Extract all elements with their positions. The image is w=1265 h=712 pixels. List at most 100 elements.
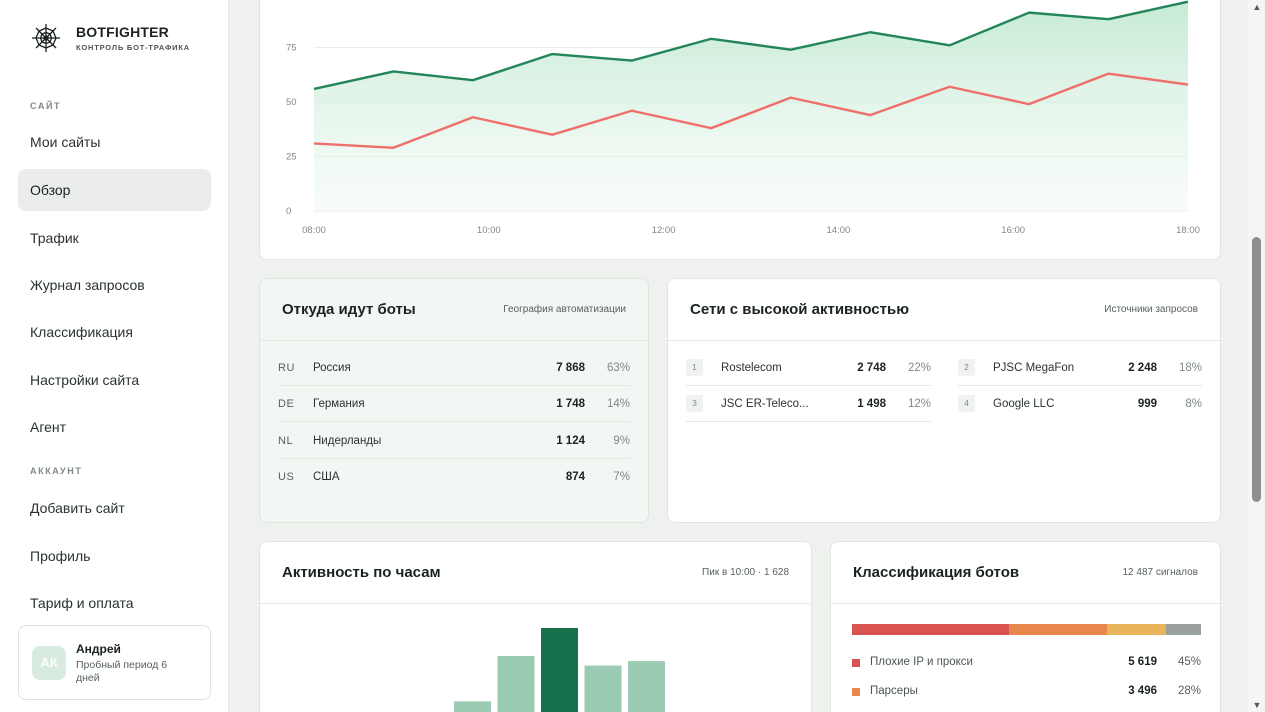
- y-tick-label: 75: [286, 43, 297, 54]
- y-tick-label: 0: [286, 206, 291, 217]
- traffic-line-chart: 0 25 50 75 08:00 10:00 12:00 14:00 16:00 18:00: [286, 0, 1200, 236]
- user-plan: Пробный период 6 дней: [76, 659, 168, 684]
- activity-meta: Пик в 10:00 · 1 628: [702, 567, 789, 578]
- country-code: RU: [278, 362, 295, 374]
- nav-section-site: САЙТ: [30, 101, 62, 111]
- page-scrollbar[interactable]: ▲ ▼: [1248, 0, 1265, 712]
- scroll-down-arrow-icon[interactable]: ▼: [1252, 700, 1262, 710]
- nav-item-billing[interactable]: Тариф и оплата: [30, 595, 134, 611]
- network-row[interactable]: 3 JSC ER-Teleco... 1 498 12%: [686, 386, 931, 422]
- network-rank: 4: [958, 395, 975, 412]
- network-value: 2 248: [1128, 362, 1157, 374]
- nav-item-site-settings[interactable]: Настройки сайта: [30, 372, 140, 388]
- country-percent: 14%: [606, 398, 630, 410]
- activity-card-header: Активность по часам Пик в 10:00 · 1 628: [260, 542, 811, 604]
- geo-row[interactable]: US США 874 7%: [278, 459, 630, 495]
- geo-row[interactable]: DE Германия 1 748 14%: [278, 386, 630, 422]
- networks-card: Сети с высокой активностью Источники зап…: [667, 278, 1221, 523]
- network-name: Google LLC: [993, 398, 1055, 410]
- country-percent: 9%: [613, 435, 630, 447]
- hour-bar[interactable]: [628, 661, 665, 712]
- network-name: JSC ER-Teleco...: [721, 398, 809, 410]
- hour-bar[interactable]: [497, 655, 535, 712]
- classification-percent: 45%: [1177, 656, 1201, 668]
- network-value: 1 498: [857, 398, 886, 410]
- network-row[interactable]: 1 Rostelecom 2 748 22%: [686, 350, 931, 386]
- nav-item-overview[interactable]: Обзор: [18, 169, 211, 211]
- classification-segment[interactable]: [1009, 624, 1107, 635]
- hour-bar[interactable]: [584, 665, 622, 712]
- hourly-activity-card: Активность по часам Пик в 10:00 · 1 628: [259, 541, 812, 712]
- network-rank: 2: [958, 359, 975, 376]
- network-name: Rostelecom: [721, 362, 782, 374]
- x-tick-label: 08:00: [302, 225, 326, 236]
- geo-card-header: Откуда идут боты География автоматизации: [260, 279, 648, 341]
- series-line-2: [313, 72, 1189, 149]
- brand-subtitle: КОНТРОЛЬ БОТ-ТРАФИКА: [76, 43, 190, 52]
- nav-item-request-log[interactable]: Журнал запросов: [30, 277, 145, 293]
- classification-title: Классификация ботов: [853, 564, 1020, 581]
- scrollbar-thumb[interactable]: [1252, 237, 1261, 502]
- nav-item-agent[interactable]: Агент: [30, 419, 67, 435]
- country-name: Германия: [313, 398, 365, 410]
- nav-item-classification[interactable]: Классификация: [30, 324, 133, 340]
- classification-segment[interactable]: [1166, 624, 1201, 635]
- activity-title: Активность по часам: [282, 564, 441, 581]
- country-name: Россия: [313, 362, 351, 374]
- network-rank: 3: [686, 395, 703, 412]
- user-name: Андрей: [76, 642, 121, 656]
- country-name: Нидерланды: [313, 435, 382, 447]
- country-value: 1 124: [556, 435, 585, 447]
- network-percent: 12%: [907, 398, 931, 410]
- classification-value: 5 619: [1128, 656, 1157, 668]
- classification-label: Плохие IP и прокси: [870, 656, 973, 668]
- geo-row[interactable]: NL Нидерланды 1 124 9%: [278, 423, 630, 459]
- peak-hour-bar[interactable]: [541, 628, 578, 712]
- nav-item-my-sites[interactable]: Мои сайты: [30, 134, 101, 150]
- brand[interactable]: BOTFIGHTER КОНТРОЛЬ БОТ-ТРАФИКА: [30, 22, 190, 54]
- country-percent: 7%: [613, 471, 630, 483]
- network-value: 999: [1137, 398, 1157, 410]
- classification-label: Парсеры: [870, 685, 918, 697]
- x-tick-label: 18:00: [1176, 225, 1200, 236]
- nav-item-add-site[interactable]: Добавить сайт: [30, 500, 125, 516]
- network-percent: 18%: [1178, 362, 1202, 374]
- country-code: US: [278, 471, 295, 483]
- user-card[interactable]: АК Андрей Пробный период 6 дней: [18, 625, 211, 700]
- classification-segment[interactable]: [1106, 624, 1167, 635]
- legend-swatch: [852, 659, 860, 667]
- country-value: 7 868: [556, 362, 585, 374]
- nav-item-traffic[interactable]: Трафик: [30, 230, 79, 246]
- network-percent: 8%: [1185, 398, 1202, 410]
- country-code: DE: [278, 398, 295, 410]
- y-tick-label: 50: [286, 97, 297, 108]
- x-tick-label: 14:00: [827, 225, 851, 236]
- classification-percent: 28%: [1177, 685, 1201, 697]
- hour-bar[interactable]: [454, 701, 491, 712]
- network-row[interactable]: 4 Google LLC 999 8%: [958, 386, 1202, 422]
- series-area-fill: [314, 1, 1188, 211]
- country-percent: 63%: [606, 362, 630, 374]
- network-rank: 1: [686, 359, 703, 376]
- classification-stacked-bar: [852, 624, 1201, 635]
- traffic-chart-card: 0 25 50 75 08:00 10:00 12:00 14:00 16:00 18:00: [259, 0, 1221, 260]
- geo-row[interactable]: RU Россия 7 868 63%: [278, 350, 630, 386]
- geo-card: Откуда идут боты География автоматизации…: [259, 278, 649, 523]
- country-value: 1 748: [556, 398, 585, 410]
- sidebar: BOTFIGHTER КОНТРОЛЬ БОТ-ТРАФИКА САЙТ Мои…: [0, 0, 229, 712]
- networks-card-header: Сети с высокой активностью Источники зап…: [668, 279, 1220, 341]
- legend-swatch: [852, 688, 860, 696]
- geo-title: Откуда идут боты: [282, 301, 416, 318]
- nav-item-profile[interactable]: Профиль: [30, 548, 91, 564]
- networks-meta: Источники запросов: [1104, 304, 1198, 315]
- classification-segment[interactable]: [852, 624, 1010, 635]
- networks-title: Сети с высокой активностью: [690, 301, 910, 318]
- country-name: США: [313, 471, 340, 483]
- nav-section-account: АККАУНТ: [30, 466, 83, 476]
- scroll-up-arrow-icon[interactable]: ▲: [1252, 2, 1262, 12]
- brand-name: BOTFIGHTER: [76, 24, 169, 40]
- network-row[interactable]: 2 PJSC MegaFon 2 248 18%: [958, 350, 1202, 386]
- classification-meta: 12 487 сигналов: [1122, 567, 1198, 578]
- spider-web-logo-icon: [32, 24, 60, 52]
- hourly-bar-chart: [454, 628, 665, 712]
